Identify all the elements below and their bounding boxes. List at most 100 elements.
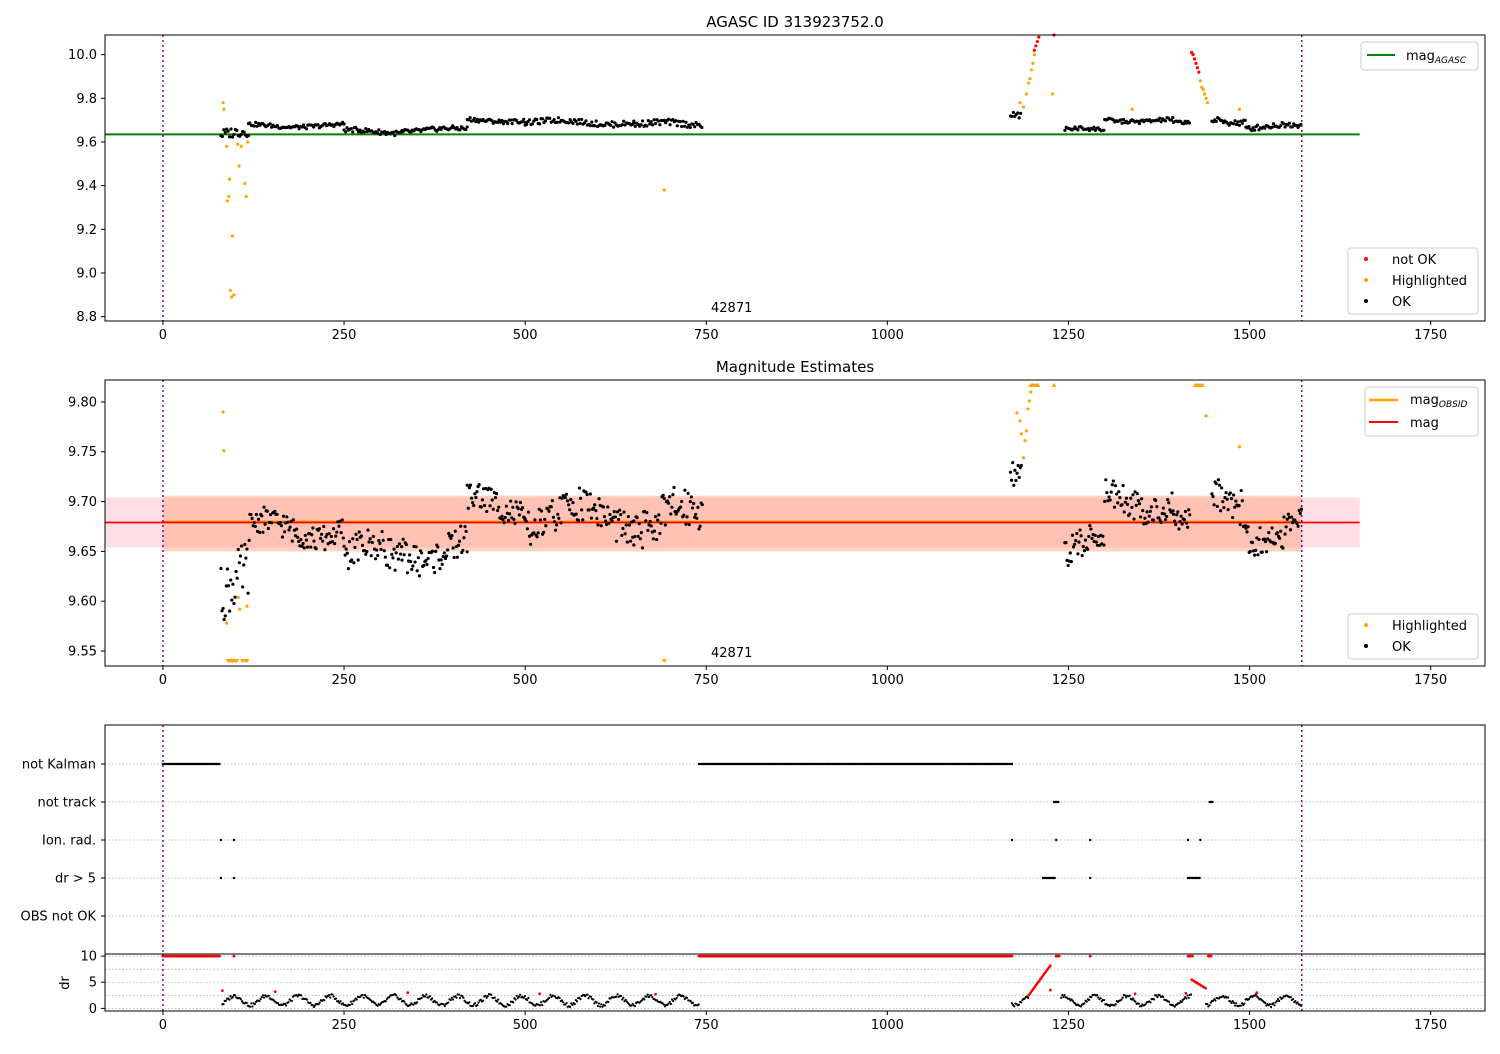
dr-point	[541, 1003, 544, 1007]
point-ok	[232, 601, 236, 606]
dr-point	[593, 1002, 596, 1005]
dr-point	[222, 1002, 225, 1006]
point-ok	[254, 512, 259, 517]
point-ok	[678, 505, 683, 509]
point-ok	[309, 545, 313, 549]
point-ok	[639, 123, 643, 127]
point-ok	[368, 537, 372, 541]
point-ok	[632, 519, 636, 523]
point-ok	[1066, 563, 1070, 568]
point-ok	[625, 540, 629, 544]
point-ok	[1075, 531, 1079, 536]
point-not-ok	[1032, 48, 1037, 52]
point-ok	[253, 524, 257, 529]
point-ok	[1171, 512, 1176, 516]
dr-point	[592, 998, 595, 1001]
dr-point	[1240, 1002, 1244, 1005]
point-ok	[312, 539, 316, 543]
dr-point	[1156, 995, 1159, 999]
point-ok	[663, 523, 667, 527]
dr-point	[497, 998, 500, 1001]
point-ok	[1125, 502, 1130, 506]
point-ok	[1262, 537, 1267, 541]
y-tick-label: 9.75	[68, 445, 97, 460]
legend-marker-highlighted-2	[1364, 623, 1368, 627]
point-ok	[1111, 479, 1115, 483]
point-ok	[235, 576, 239, 580]
point-ok	[1121, 117, 1126, 122]
point-ok	[606, 505, 610, 509]
dr-point	[1269, 1005, 1273, 1009]
dr-point	[1281, 996, 1284, 1000]
point-ok	[622, 510, 626, 514]
point-ok	[552, 520, 557, 524]
dr-point	[309, 1001, 312, 1004]
point-ok	[369, 554, 373, 558]
dr-point	[228, 998, 231, 1001]
point-ok	[674, 119, 678, 123]
dr-point	[276, 1002, 280, 1005]
point-ok	[248, 121, 252, 125]
point-ok	[527, 118, 532, 122]
dr-point	[1090, 996, 1093, 999]
point-ok	[485, 509, 489, 514]
point-ok	[525, 527, 529, 531]
dr-point	[262, 996, 266, 999]
point-ok	[1171, 115, 1175, 120]
point-ok	[1187, 121, 1192, 125]
point-ok	[391, 556, 395, 560]
point-ok	[1108, 498, 1112, 502]
dr-point	[645, 995, 648, 998]
point-ok	[1130, 505, 1134, 510]
point-ok	[289, 519, 293, 523]
point-ok	[475, 117, 479, 121]
dr-point-high	[1209, 954, 1213, 958]
point-ok	[1076, 552, 1080, 556]
point-ok	[482, 503, 487, 508]
dr-point	[1231, 999, 1234, 1003]
dr-point	[305, 998, 309, 1001]
dr-point-high	[538, 992, 542, 996]
point-ok	[1012, 483, 1016, 487]
point-ok	[317, 527, 322, 531]
point-highlighted	[1237, 107, 1242, 111]
point-ok	[346, 567, 351, 571]
point-ok	[245, 547, 249, 551]
point-ok	[502, 521, 506, 525]
point-ok	[256, 517, 261, 521]
point-ok	[396, 557, 400, 561]
point-not-ok	[1191, 53, 1195, 57]
dr-point	[261, 994, 265, 997]
point-highlighted	[245, 604, 249, 608]
point-ok	[1214, 119, 1218, 123]
point-ok	[1258, 526, 1262, 530]
point-ok	[646, 118, 650, 123]
point-ok	[246, 591, 250, 595]
point-ok	[510, 122, 514, 126]
point-ok	[1188, 513, 1192, 517]
point-ok	[400, 558, 404, 562]
point-ok	[578, 496, 583, 500]
point-ok	[493, 496, 498, 500]
x-tick-label: 500	[513, 1018, 538, 1033]
point-ok	[1137, 121, 1142, 126]
point-ok	[1143, 516, 1147, 520]
point-ok	[279, 524, 283, 528]
dr-point	[1162, 995, 1165, 998]
point-ok	[611, 125, 616, 129]
dr-point	[1209, 1001, 1212, 1004]
point-ok	[520, 120, 524, 124]
point-ok	[1226, 508, 1230, 512]
dr-point	[662, 1003, 666, 1006]
legend-marker-ok	[1364, 299, 1368, 303]
dr-point	[514, 998, 517, 1001]
point-ok	[1017, 116, 1021, 120]
point-ok	[1074, 539, 1078, 543]
point-ok	[1267, 531, 1271, 535]
y-tick-label: 9.8	[76, 92, 97, 107]
point-ok	[1281, 546, 1285, 550]
point-ok	[1287, 121, 1292, 125]
point-ok	[689, 495, 694, 499]
point-ok	[553, 528, 558, 532]
point-ok	[459, 524, 463, 528]
